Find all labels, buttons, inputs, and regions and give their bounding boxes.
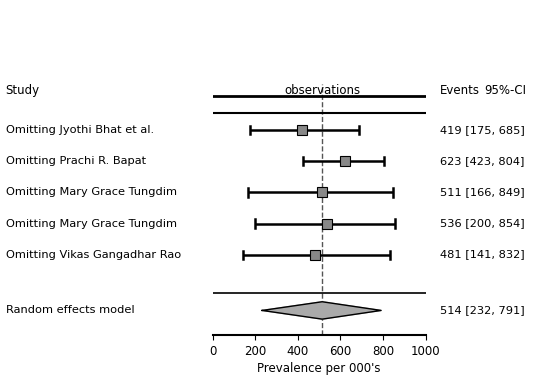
X-axis label: Prevalence per 000's: Prevalence per 000's: [258, 362, 381, 375]
Text: Omitting Jyothi Bhat et al.: Omitting Jyothi Bhat et al.: [6, 125, 154, 135]
Polygon shape: [262, 302, 381, 319]
Text: 419 [175, 685]: 419 [175, 685]: [440, 125, 524, 135]
Text: Omitting Mary Grace Tungdim: Omitting Mary Grace Tungdim: [6, 219, 176, 229]
Text: observations: observations: [284, 83, 360, 96]
Text: Events: Events: [440, 83, 479, 96]
Text: 536 [200, 854]: 536 [200, 854]: [440, 219, 524, 229]
Text: 514 [232, 791]: 514 [232, 791]: [440, 306, 524, 315]
Text: 481 [141, 832]: 481 [141, 832]: [440, 250, 524, 259]
Text: 623 [423, 804]: 623 [423, 804]: [440, 157, 524, 166]
Text: Omitting Mary Grace Tungdim: Omitting Mary Grace Tungdim: [6, 187, 176, 197]
Text: Study: Study: [6, 83, 40, 96]
Text: Omitting Vikas Gangadhar Rao: Omitting Vikas Gangadhar Rao: [6, 250, 181, 259]
Text: Omitting Prachi R. Bapat: Omitting Prachi R. Bapat: [6, 157, 146, 166]
Text: 95%-CI: 95%-CI: [484, 83, 526, 96]
Text: Random effects model: Random effects model: [6, 306, 134, 315]
Text: 511 [166, 849]: 511 [166, 849]: [440, 187, 524, 197]
